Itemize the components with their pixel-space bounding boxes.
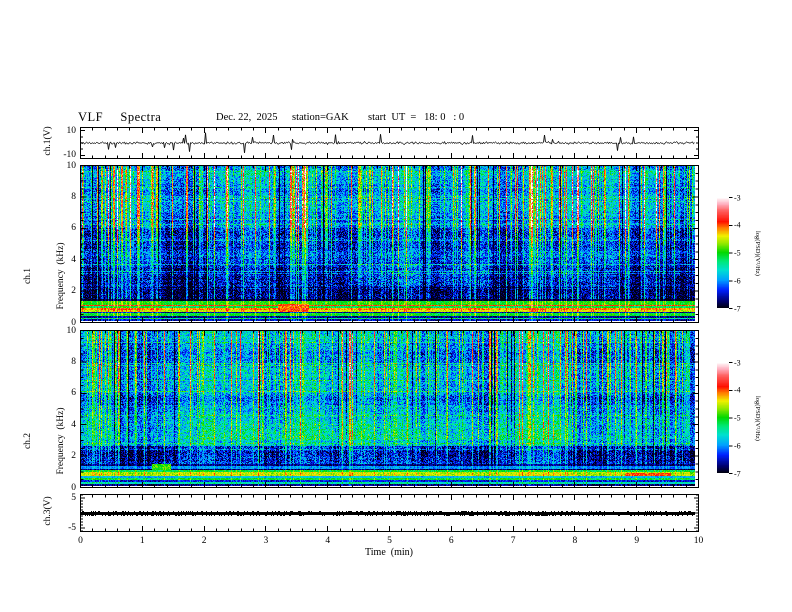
tick-label: 10 (66, 160, 77, 171)
tick-label: 10 (66, 125, 77, 136)
tick-label: 4 (71, 254, 76, 265)
colorbar-2-label: log(PSD)(V²/Hz) (754, 395, 761, 441)
tick-label: 10 (66, 325, 77, 336)
tick-label: -3 (734, 193, 741, 202)
tick-label: 2 (71, 286, 76, 297)
tick-label: 2 (71, 451, 76, 462)
tick-label: 8 (71, 356, 76, 367)
ch1-waveform-canvas (81, 128, 695, 158)
tick-label: 7 (510, 535, 516, 546)
tick-label: 0 (71, 317, 76, 328)
tick-label: 3 (263, 535, 269, 546)
time-axis-label: Time (min) (365, 547, 413, 558)
tick-label: 9 (634, 535, 640, 546)
ch1-voltage-axis-label: ch.1(V) (43, 126, 53, 156)
tick-label: 0 (78, 535, 83, 546)
tick-label: -4 (734, 385, 741, 395)
tick-label: -5 (734, 413, 741, 423)
tick-label: 4 (325, 535, 331, 546)
tick-label: -7 (734, 469, 741, 478)
tick-label: -3 (734, 358, 741, 367)
start-ut-label: start UT = 18: 0 : 0 (368, 112, 465, 123)
ch1-label-line2: Frequency (kHz) (56, 242, 66, 310)
ch2-label-line2: Frequency (kHz) (56, 407, 66, 475)
tick-label: 4 (71, 419, 76, 430)
figure-title: VLF Spectra (78, 110, 162, 124)
tick-label: 0 (71, 482, 76, 493)
station-label: station=GAK (292, 112, 349, 123)
ch3-voltage-axis-label: ch.3(V) (43, 496, 53, 526)
colorbar-1-label: log(PSD)(V²/Hz) (754, 230, 761, 276)
colorbar-2-canvas (717, 362, 729, 473)
tick-label: 10 (693, 535, 704, 546)
tick-label: -4 (734, 220, 741, 230)
tick-label: -6 (734, 441, 741, 451)
tick-label: -5 (734, 248, 741, 258)
ch1-spectrogram-canvas (81, 166, 695, 321)
ch2-spectrogram-canvas (81, 331, 695, 486)
tick-label: 5 (387, 535, 392, 546)
tick-label: 2 (201, 535, 207, 546)
tick-label: 6 (71, 388, 76, 399)
colorbar-1-canvas (717, 197, 729, 308)
tick-label: -10 (63, 150, 76, 161)
tick-label: 6 (71, 223, 76, 234)
tick-label: -5 (68, 522, 76, 533)
tick-label: 6 (448, 535, 454, 546)
tick-label: 5 (71, 493, 76, 504)
ch3-waveform-canvas (81, 495, 695, 531)
tick-label: -6 (734, 276, 741, 286)
tick-label: -7 (734, 304, 741, 313)
tick-label: 8 (572, 535, 578, 546)
tick-label: 1 (139, 535, 145, 546)
ch2-label-line1: ch.2 (23, 432, 33, 450)
ch1-label-line1: ch.1 (23, 267, 33, 285)
tick-label: 8 (71, 191, 76, 202)
date-label: Dec. 22, 2025 (216, 112, 278, 123)
